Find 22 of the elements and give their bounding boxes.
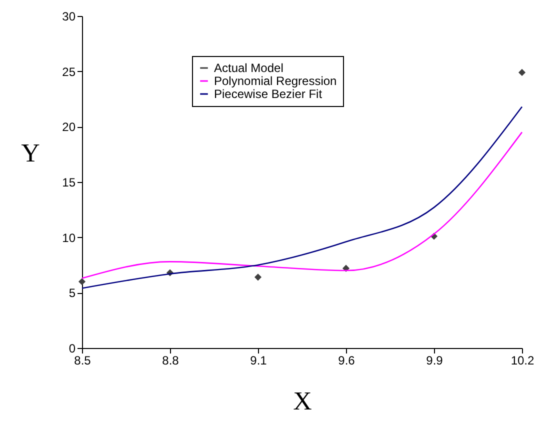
point xyxy=(254,274,262,281)
x-tick-label: 10.2 xyxy=(510,354,534,368)
legend-label: Actual Model xyxy=(214,61,284,75)
point xyxy=(78,278,86,286)
line-series xyxy=(81,106,523,289)
y-tick-label: 10 xyxy=(62,230,76,245)
legend-label: Polynomial Regression xyxy=(214,74,337,88)
x-tick-label: 9.6 xyxy=(338,354,356,368)
legend-label: Piecewise Bezier Fit xyxy=(214,87,323,101)
x-tick-label: 8.8 xyxy=(162,354,180,368)
point xyxy=(518,68,526,76)
x-tick-label: 8.5 xyxy=(74,354,92,368)
y-tick-label: 5 xyxy=(68,286,76,300)
y-tick-label: 15 xyxy=(62,176,76,190)
y-tick-label: 20 xyxy=(62,120,76,134)
x-tick-label: 9.9 xyxy=(426,354,444,368)
y-tick-label: 0 xyxy=(68,342,76,356)
x-tick-label: 9.1 xyxy=(250,354,268,368)
y-tick-label: 25 xyxy=(62,64,76,79)
x-axis-title: X xyxy=(293,386,312,416)
y-axis-title: Y xyxy=(21,138,40,168)
y-tick-label: 30 xyxy=(62,10,76,24)
